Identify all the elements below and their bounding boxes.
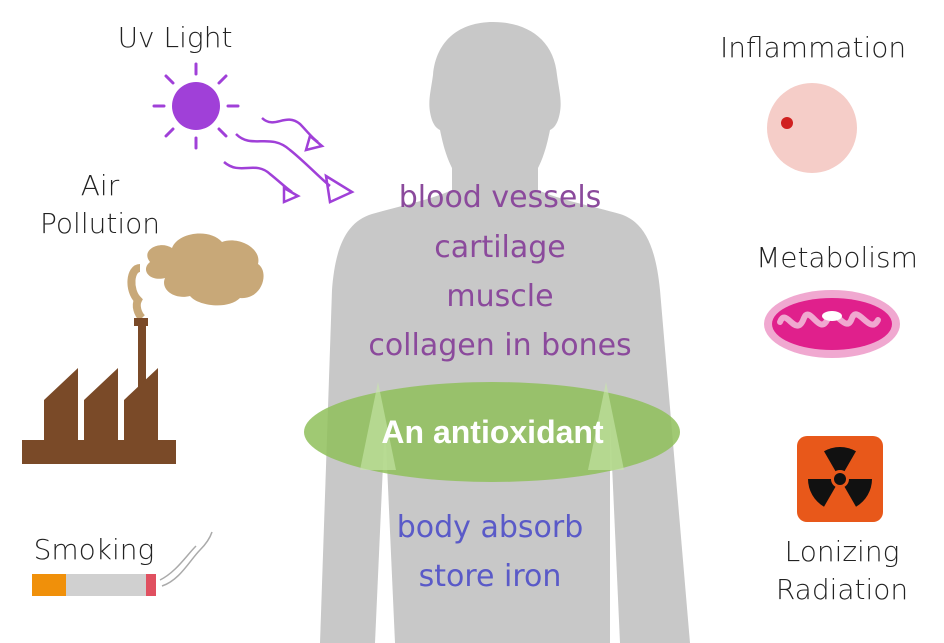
- uv-arrows: [223, 116, 355, 204]
- metabolism-label: Metabolism: [756, 241, 918, 274]
- uv-light-label: Uv Light: [117, 21, 233, 54]
- organ-item: blood vessels: [398, 180, 602, 215]
- sun-icon: [152, 62, 240, 150]
- air-pollution-label-line2: Pollution: [40, 207, 160, 240]
- antioxidant-label: An antioxidant: [381, 414, 604, 450]
- inflammation-label: Inflammation: [720, 31, 907, 64]
- radiation-icon: [797, 436, 883, 522]
- air-pollution-label-line1: Air: [80, 169, 120, 202]
- ionizing-label-line1: Lonizing: [784, 535, 900, 568]
- organ-item: cartilage: [434, 230, 566, 265]
- factory-icon: [22, 233, 264, 464]
- organ-item: muscle: [446, 279, 554, 314]
- human-silhouette: [320, 22, 690, 643]
- cigarette-icon: [32, 531, 213, 596]
- left-glow: [360, 382, 396, 470]
- right-glow: [588, 382, 624, 470]
- inflamed-cell-icon: [767, 83, 857, 173]
- absorb-line: store iron: [418, 559, 562, 594]
- smoking-label: Smoking: [33, 533, 155, 566]
- mitochondrion-icon: [764, 290, 900, 358]
- organ-item: collagen in bones: [368, 328, 632, 363]
- antioxidant-ellipse: [304, 382, 680, 482]
- radiation-label-line2: Radiation: [775, 573, 909, 606]
- absorb-line: body absorb: [396, 510, 584, 545]
